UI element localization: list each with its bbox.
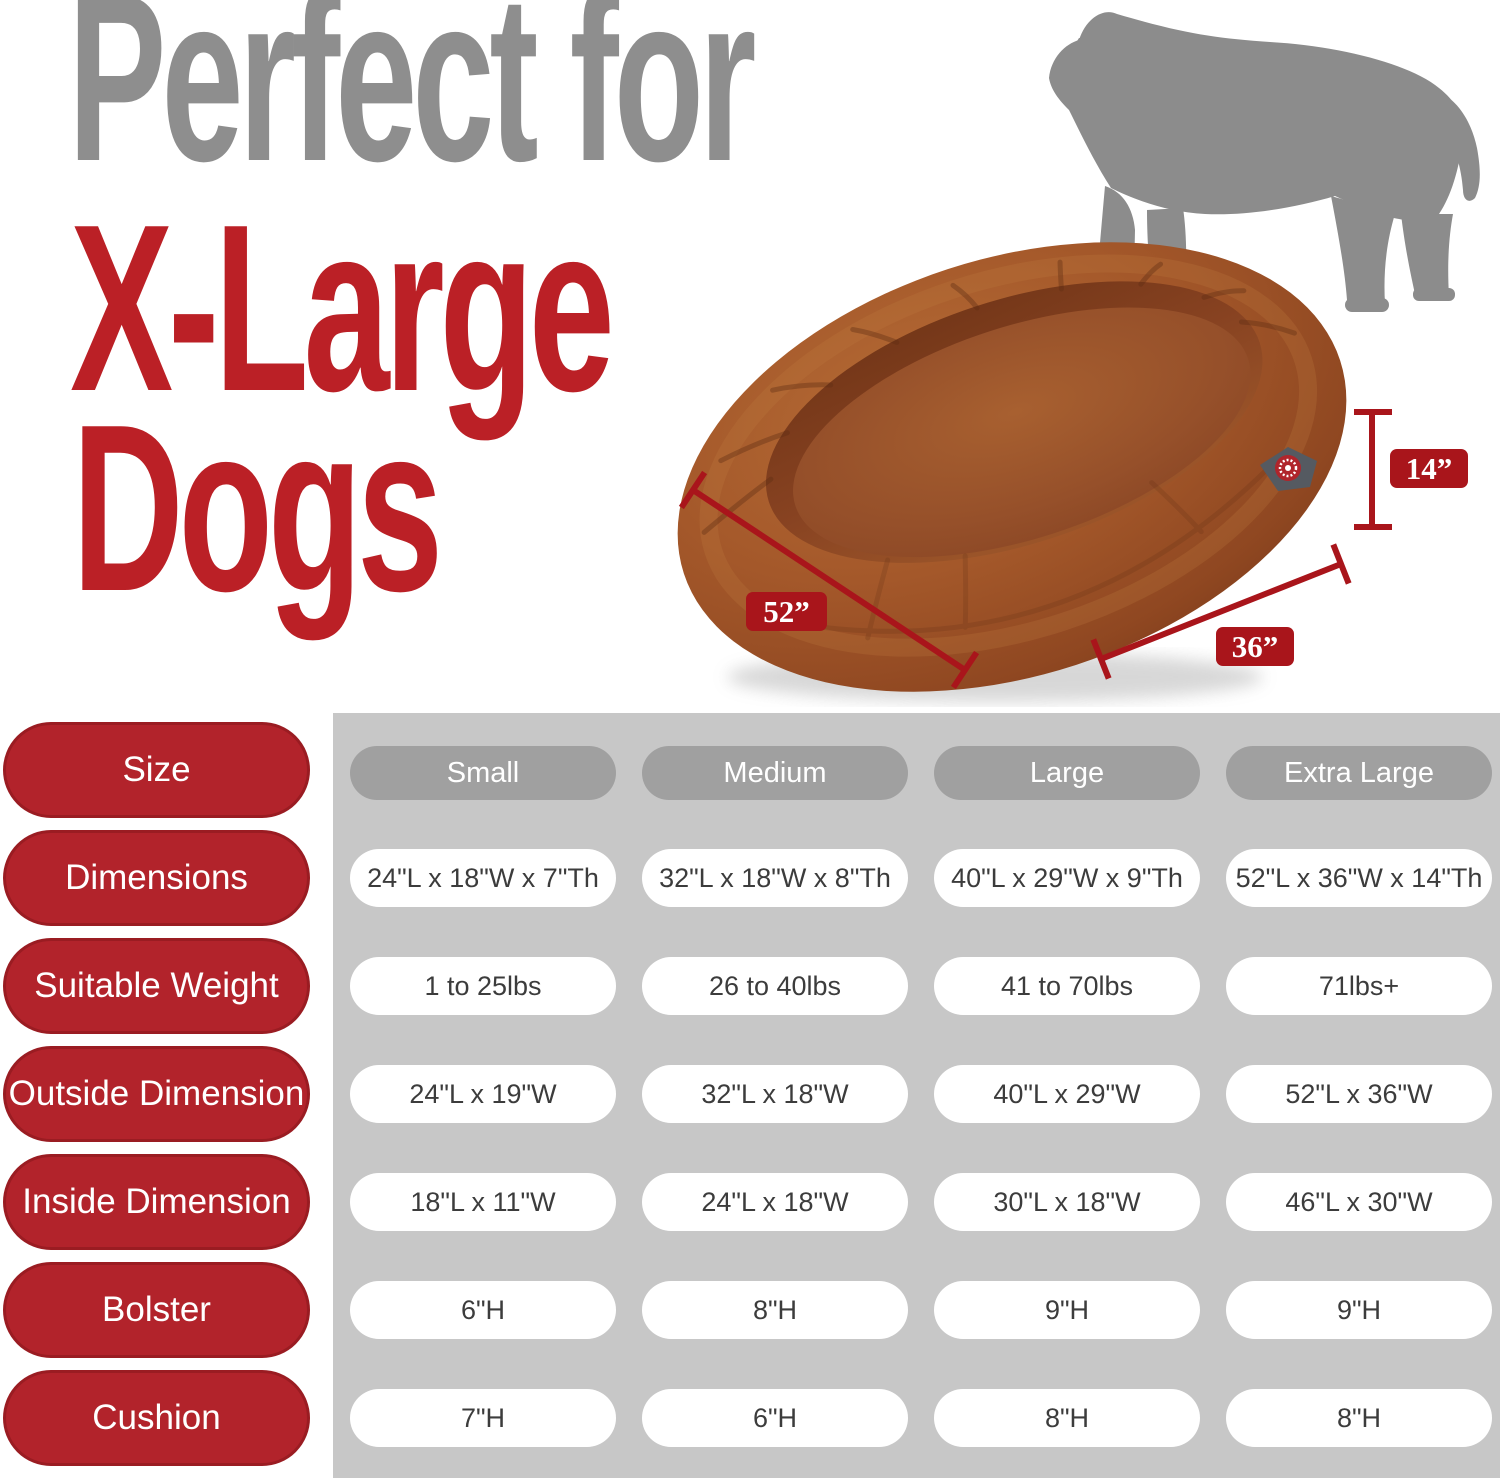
column-header-large: Large [934,746,1200,800]
column-header-medium: Medium [642,746,908,800]
column-header-small: Small [350,746,616,800]
table-cell: 46"L x 30"W [1226,1173,1492,1231]
column-header-extra-large: Extra Large [1226,746,1492,800]
table-cell: 32"L x 18"W [642,1065,908,1123]
table-cell: 52"L x 36"W x 14"Th [1226,849,1492,907]
table-cell: 41 to 70lbs [934,957,1200,1015]
height-dimension-label: 14” [1390,449,1468,488]
width-dimension-label: 36” [1216,627,1294,666]
table-cell: 32"L x 18"W x 8"Th [642,849,908,907]
table-cell: 24"L x 18"W [642,1173,908,1231]
row-label-dimensions: Dimensions [3,830,310,926]
headline-line-1: Perfect for [68,0,756,211]
row-label-size: Size [3,722,310,818]
table-cell: 9"H [934,1281,1200,1339]
table-cell: 40"L x 29"W [934,1065,1200,1123]
table-cell: 24"L x 18"W x 7"Th [350,849,616,907]
table-cell: 8"H [1226,1389,1492,1447]
row-label-bolster: Bolster [3,1262,310,1358]
table-cell: 71lbs+ [1226,957,1492,1015]
headline-line-2: X-Large [70,176,615,441]
table-cell: 6"H [642,1389,908,1447]
majestic-pet-badge-icon [1260,447,1317,491]
table-cell: 9"H [1226,1281,1492,1339]
row-label-cushion: Cushion [3,1370,310,1466]
table-cell: 7"H [350,1389,616,1447]
table-cell: 26 to 40lbs [642,957,908,1015]
table-cell: 8"H [642,1281,908,1339]
row-label-suitable-weight: Suitable Weight [3,938,310,1034]
table-cell: 40"L x 29"W x 9"Th [934,849,1200,907]
headline-line-3: Dogs [72,376,443,641]
row-label-inside-dimension: Inside Dimension [3,1154,310,1250]
table-cell: 30"L x 18"W [934,1173,1200,1231]
table-cell: 52"L x 36"W [1226,1065,1492,1123]
length-dimension-label: 52” [746,592,827,631]
dog-silhouette-icon [1049,12,1480,330]
table-cell: 24"L x 19"W [350,1065,616,1123]
table-cell: 8"H [934,1389,1200,1447]
table-cell: 18"L x 11"W [350,1173,616,1231]
table-cell: 1 to 25lbs [350,957,616,1015]
table-cell: 6"H [350,1281,616,1339]
row-label-outside-dimension: Outside Dimension [3,1046,310,1142]
